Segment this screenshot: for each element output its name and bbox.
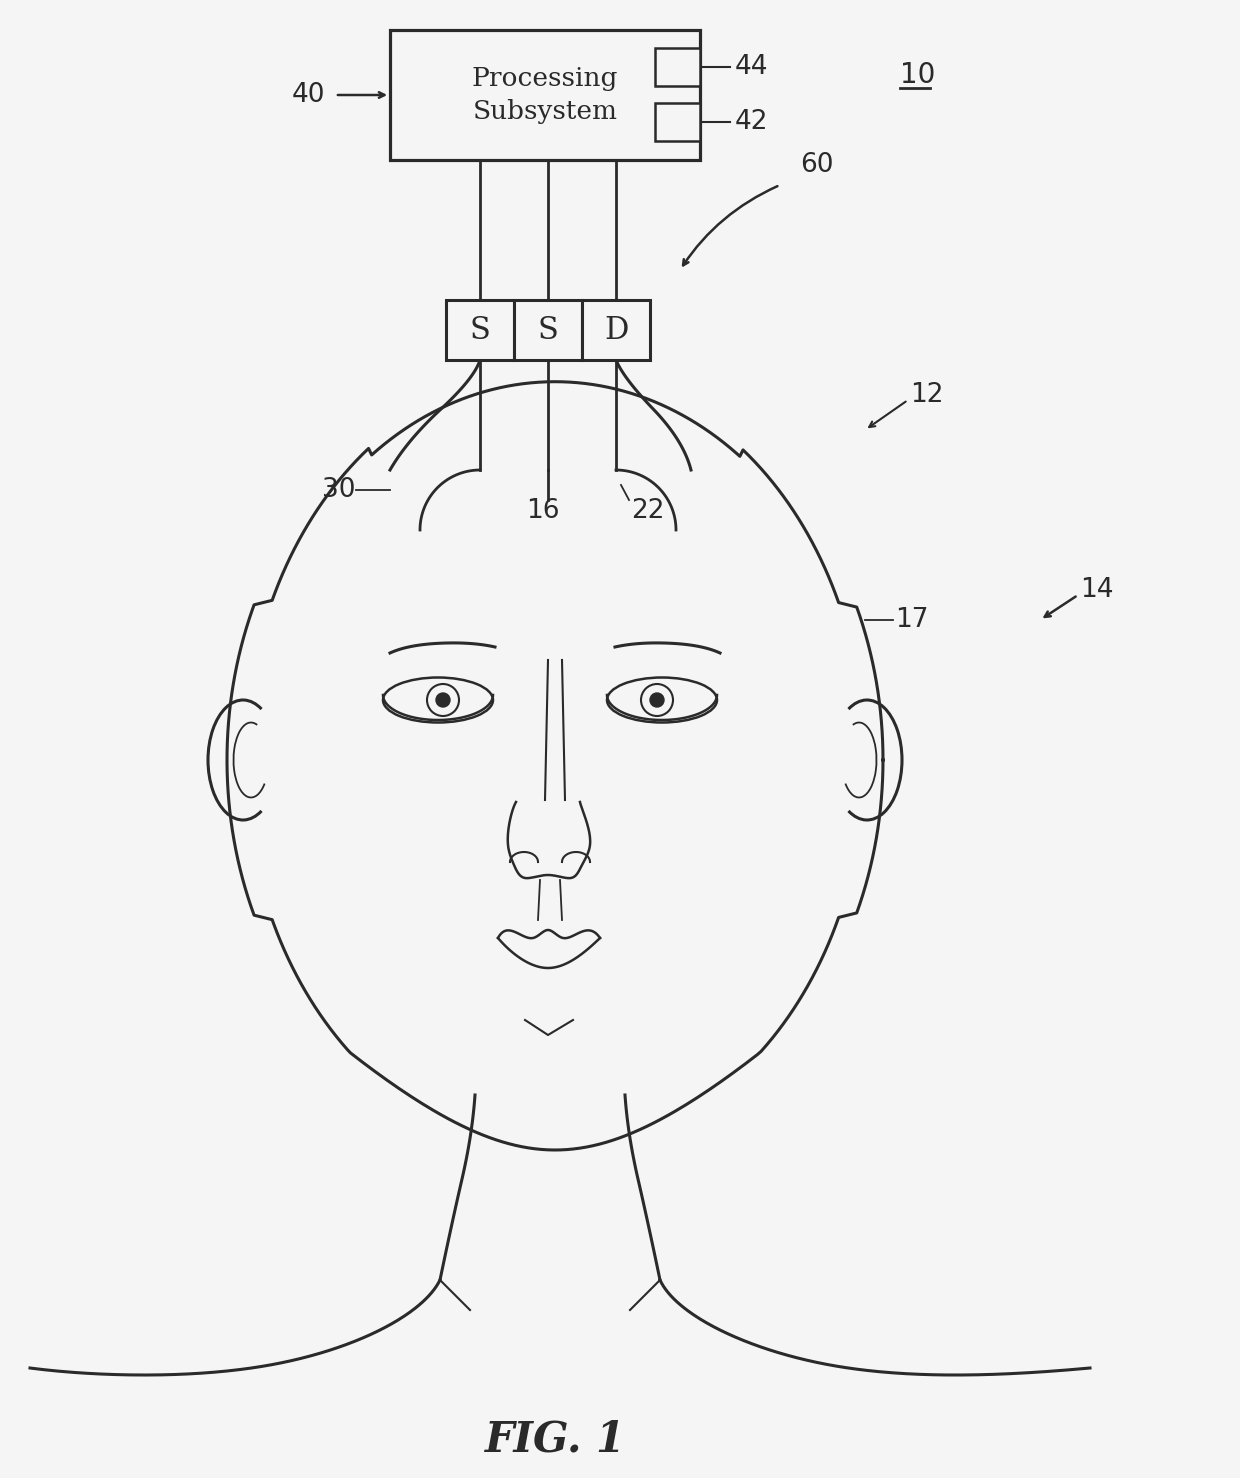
Bar (655, 47, 701, 86)
Text: 10: 10 (900, 61, 935, 89)
Bar (446, 300, 515, 361)
Bar (391, 30, 701, 160)
Text: Processing
Subsystem: Processing Subsystem (471, 67, 619, 124)
Text: 17: 17 (895, 607, 929, 633)
Text: 42: 42 (735, 109, 769, 134)
Bar (515, 300, 582, 361)
Bar (655, 103, 701, 140)
Circle shape (650, 693, 663, 706)
Text: 22: 22 (631, 498, 665, 525)
Text: S: S (470, 315, 491, 346)
Text: S: S (538, 315, 558, 346)
Text: D: D (604, 315, 629, 346)
Circle shape (436, 693, 450, 706)
Text: 30: 30 (321, 477, 355, 503)
Text: 40: 40 (291, 81, 325, 108)
Text: 44: 44 (735, 55, 769, 80)
Text: 14: 14 (1080, 576, 1114, 603)
Text: 16: 16 (526, 498, 559, 525)
Text: 12: 12 (910, 381, 944, 408)
Text: FIG. 1: FIG. 1 (485, 1419, 625, 1460)
Text: 60: 60 (800, 152, 833, 177)
Bar (582, 300, 650, 361)
